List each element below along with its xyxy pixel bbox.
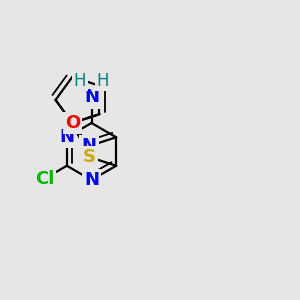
Text: Cl: Cl [35,169,54,188]
Text: S: S [82,148,96,166]
Text: H: H [97,72,109,90]
Text: O: O [65,114,80,132]
Text: H: H [74,72,86,90]
Text: N: N [82,137,97,155]
Text: N: N [84,88,99,106]
Text: N: N [84,171,99,189]
Text: N: N [59,128,74,146]
